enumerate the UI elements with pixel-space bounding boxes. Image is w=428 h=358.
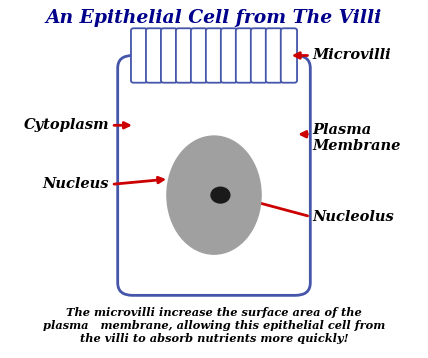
FancyBboxPatch shape [266, 28, 282, 83]
Text: The microvilli increase the surface area of the
plasma   membrane, allowing this: The microvilli increase the surface area… [43, 307, 385, 344]
FancyBboxPatch shape [118, 55, 310, 295]
FancyBboxPatch shape [176, 28, 192, 83]
FancyBboxPatch shape [251, 28, 267, 83]
FancyBboxPatch shape [146, 28, 162, 83]
Text: An Epithelial Cell from The Villi: An Epithelial Cell from The Villi [46, 9, 382, 27]
FancyBboxPatch shape [191, 28, 207, 83]
FancyBboxPatch shape [161, 28, 177, 83]
Ellipse shape [167, 136, 261, 254]
FancyBboxPatch shape [206, 28, 222, 83]
FancyBboxPatch shape [131, 28, 147, 83]
Text: Plasma
Membrane: Plasma Membrane [312, 123, 401, 153]
FancyBboxPatch shape [281, 28, 297, 83]
Text: Cytoplasm: Cytoplasm [24, 118, 109, 132]
Text: Nucleolus: Nucleolus [312, 209, 394, 224]
FancyBboxPatch shape [221, 28, 237, 83]
Circle shape [211, 187, 230, 203]
Text: Microvilli: Microvilli [312, 48, 391, 63]
Text: Nucleus: Nucleus [43, 177, 109, 192]
FancyBboxPatch shape [236, 28, 252, 83]
